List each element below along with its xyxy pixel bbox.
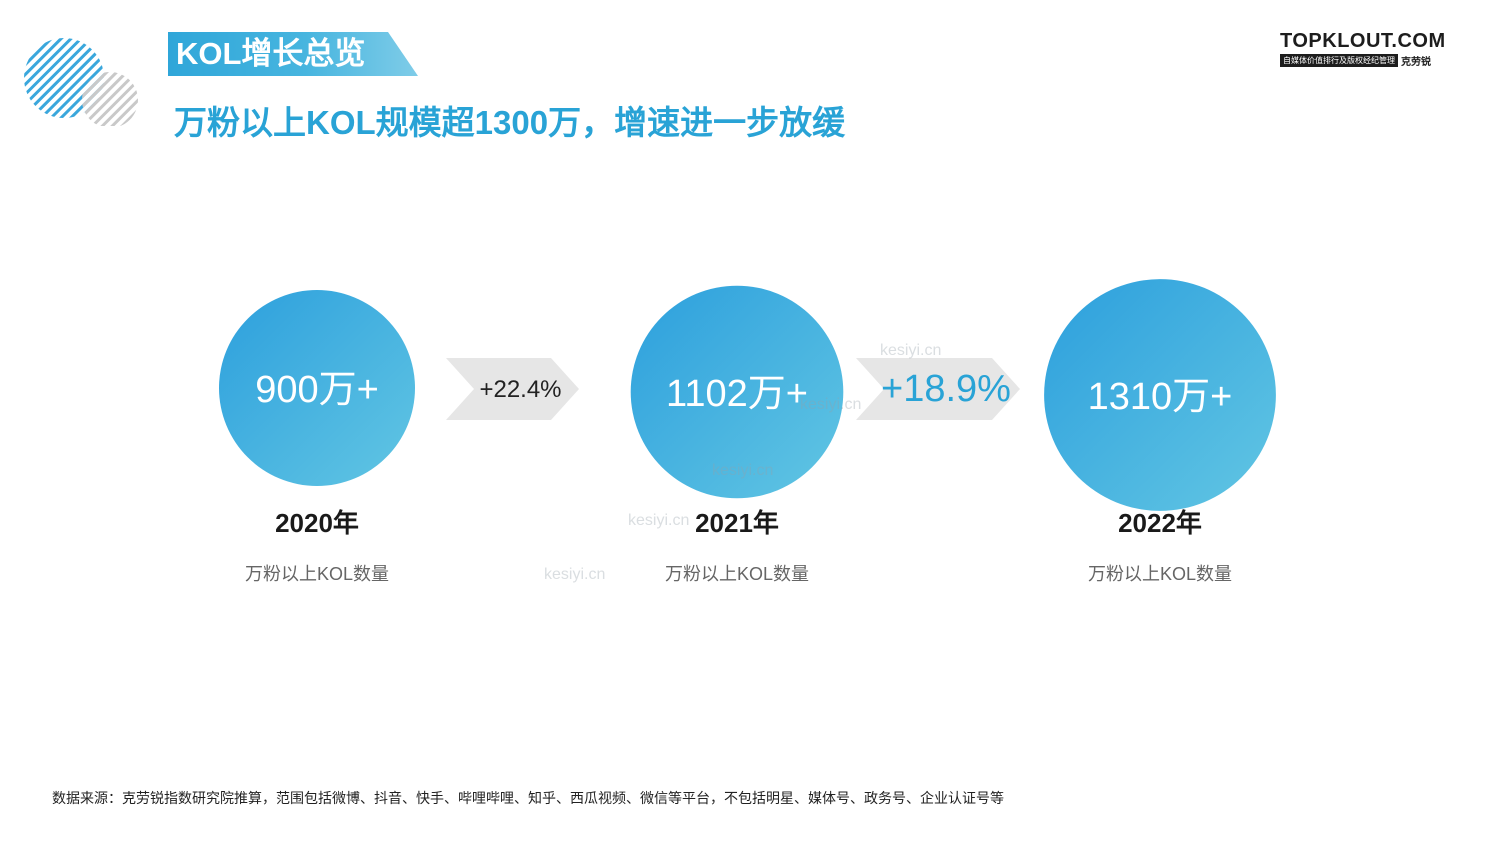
year-label: 2020年 [275, 508, 359, 538]
kol-volume-value: 1310万+ [1088, 376, 1233, 418]
watermark: kesiyi.cn [544, 566, 606, 583]
growth-rate-label: +22.4% [479, 376, 561, 403]
page-subtitle: 万粉以上KOL规模超1300万，增速进一步放缓 [174, 104, 846, 141]
data-source-note: 数据来源：克劳锐指数研究院推算，范围包括微博、抖音、快手、哔哩哔哩、知乎、西瓜视… [52, 790, 1004, 806]
brand-name-cn: 克劳锐 [1401, 57, 1431, 68]
year-label: 2021年 [695, 508, 779, 538]
kol-volume-circle [219, 290, 415, 486]
metric-caption: 万粉以上KOL数量 [245, 564, 389, 584]
watermark: kesiyi.cn [880, 342, 942, 359]
decorative-striped-circles [24, 38, 138, 126]
brand-bar: 自媒体价值排行及版权经纪管理 克劳锐 [1280, 54, 1462, 68]
watermark: kesiyi.cn [800, 396, 862, 413]
kol-volume-value: 1102万+ [666, 373, 808, 415]
kol-volume-value: 900万+ [255, 369, 379, 411]
watermark: kesiyi.cn [712, 462, 774, 479]
brand-name: TOPKLOUT.COM [1280, 30, 1446, 52]
kol-volume-circle [1044, 279, 1276, 511]
brand-tagline: 自媒体价值排行及版权经纪管理 [1280, 54, 1398, 67]
year-label: 2022年 [1118, 508, 1202, 538]
section-tag: KOL增长总览 [168, 32, 418, 76]
watermark: kesiyi.cn [628, 512, 690, 529]
growth-arrow [856, 358, 1020, 420]
metric-caption: 万粉以上KOL数量 [1088, 564, 1232, 584]
metric-caption: 万粉以上KOL数量 [665, 564, 809, 584]
growth-rate-label: +18.9% [881, 368, 1011, 410]
kol-volume-circle [630, 285, 844, 499]
growth-arrow [446, 358, 579, 420]
brand-logo: TOPKLOUT.COM 自媒体价值排行及版权经纪管理 克劳锐 [1280, 30, 1462, 68]
